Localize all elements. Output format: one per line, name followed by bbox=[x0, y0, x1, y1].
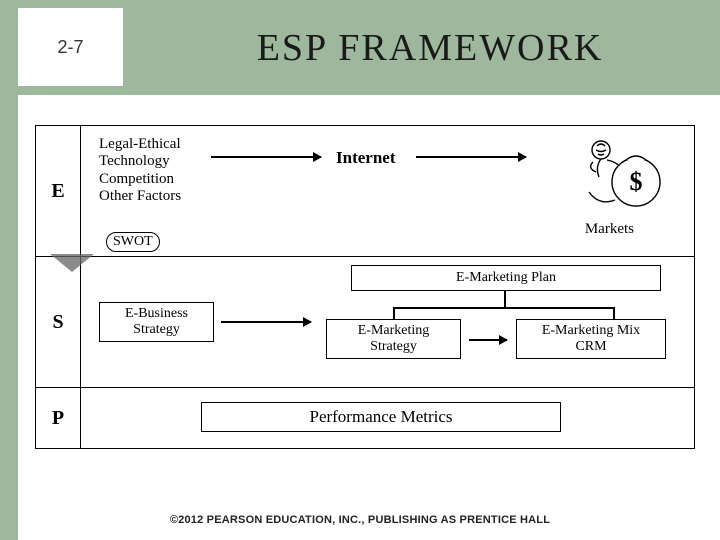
left-accent-strip bbox=[0, 95, 18, 540]
row-p-label: P bbox=[36, 388, 81, 448]
row-s-label: S bbox=[36, 257, 81, 387]
markets-label: Markets bbox=[585, 221, 634, 238]
factor-competition: Competition bbox=[99, 171, 181, 188]
swot-down-arrow-icon bbox=[50, 254, 94, 272]
internet-label: Internet bbox=[336, 148, 395, 168]
plan-connector-h bbox=[393, 307, 615, 309]
arrow-factors-to-internet bbox=[211, 156, 321, 158]
row-s-content: E-Business Strategy E-Marketing Plan E-M… bbox=[81, 257, 694, 387]
factor-tech: Technology bbox=[99, 153, 181, 170]
page-number-badge: 2-7 bbox=[18, 8, 123, 86]
row-p-content: Performance Metrics bbox=[81, 388, 694, 448]
plan-connector-left bbox=[393, 307, 395, 319]
row-p: P Performance Metrics bbox=[35, 387, 695, 449]
esp-diagram: E Legal-Ethical Technology Competition O… bbox=[35, 125, 695, 448]
plan-connector-right bbox=[613, 307, 615, 319]
row-e-content: Legal-Ethical Technology Competition Oth… bbox=[81, 126, 694, 256]
factor-other: Other Factors bbox=[99, 188, 181, 205]
copyright-footer: ©2012 PEARSON EDUCATION, INC., PUBLISHIN… bbox=[0, 514, 720, 526]
emarketing-plan-box: E-Marketing Plan bbox=[351, 265, 661, 291]
arrow-internet-to-markets bbox=[416, 156, 526, 158]
title-area: ESP FRAMEWORK bbox=[150, 0, 710, 95]
row-e: E Legal-Ethical Technology Competition O… bbox=[35, 125, 695, 257]
moneybag-icon: $ bbox=[581, 132, 666, 215]
factor-legal: Legal-Ethical bbox=[99, 136, 181, 153]
swot-box: SWOT bbox=[106, 232, 160, 252]
svg-text:$: $ bbox=[630, 167, 643, 196]
page-number: 2-7 bbox=[57, 37, 83, 58]
performance-metrics-box: Performance Metrics bbox=[201, 402, 561, 432]
emarketing-strategy-box: E-Marketing Strategy bbox=[326, 319, 461, 359]
factors-list: Legal-Ethical Technology Competition Oth… bbox=[99, 136, 181, 205]
slide-header: 2-7 ESP FRAMEWORK bbox=[0, 0, 720, 95]
row-s: S E-Business Strategy E-Marketing Plan E… bbox=[35, 256, 695, 388]
row-e-label: E bbox=[36, 126, 81, 256]
slide-title: ESP FRAMEWORK bbox=[257, 26, 604, 70]
emarketing-mix-box: E-Marketing Mix CRM bbox=[516, 319, 666, 359]
arrow-strategy-to-mix bbox=[469, 339, 507, 341]
ebusiness-strategy-box: E-Business Strategy bbox=[99, 302, 214, 342]
arrow-ebiz-to-plan bbox=[221, 321, 311, 323]
